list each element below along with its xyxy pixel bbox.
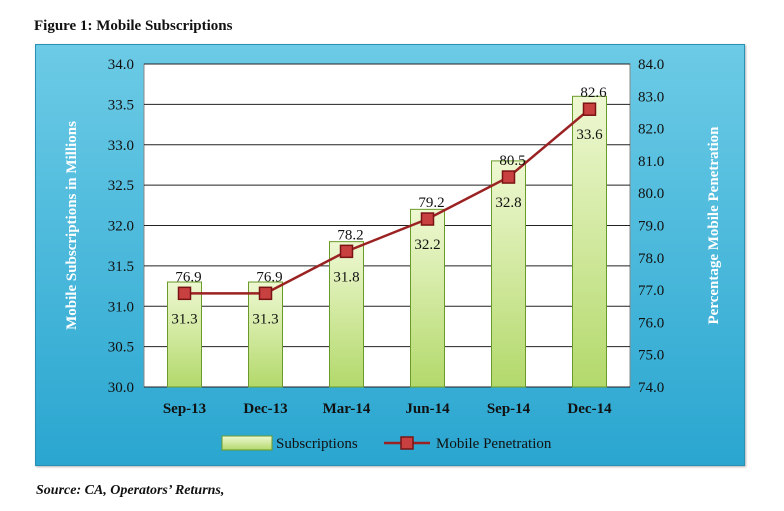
y-tick-label: 31.0 bbox=[108, 299, 134, 315]
marker-mobile-penetration bbox=[177, 286, 192, 301]
figure-title: Figure 1: Mobile Subscriptions bbox=[34, 18, 233, 34]
y2-tick-label: 82.0 bbox=[638, 122, 664, 138]
y2-tick-label: 77.0 bbox=[638, 283, 664, 299]
x-tick-label: Mar-14 bbox=[323, 401, 371, 417]
data-label-subscriptions: 31.3 bbox=[252, 311, 278, 327]
x-tick-label: Jun-14 bbox=[405, 401, 450, 417]
data-label-subscriptions: 33.6 bbox=[576, 127, 603, 143]
data-label-penetration: 78.2 bbox=[337, 227, 363, 243]
source-note: Source: CA, Operators’ Returns, bbox=[36, 483, 225, 498]
y2-tick-label: 74.0 bbox=[638, 380, 664, 396]
marker-mobile-penetration bbox=[339, 244, 354, 259]
data-label-penetration: 79.2 bbox=[418, 195, 444, 211]
data-label-subscriptions: 31.8 bbox=[333, 269, 359, 285]
y-tick-label: 33.0 bbox=[108, 138, 134, 154]
y2-tick-label: 79.0 bbox=[638, 219, 664, 235]
x-tick-label: Dec-13 bbox=[243, 401, 287, 417]
legend-marker-penetration bbox=[400, 436, 414, 450]
y2-tick-label: 80.0 bbox=[638, 186, 664, 202]
y2-tick-label: 76.0 bbox=[638, 315, 664, 331]
y2-tick-label: 84.0 bbox=[638, 57, 664, 73]
y2-tick-label: 83.0 bbox=[638, 89, 664, 105]
x-tick-label: Sep-13 bbox=[163, 401, 206, 417]
marker-mobile-penetration bbox=[501, 170, 516, 184]
data-label-subscriptions: 31.3 bbox=[171, 311, 197, 327]
data-label-penetration: 80.5 bbox=[499, 153, 525, 169]
y-tick-label: 30.0 bbox=[108, 380, 134, 396]
y-tick-label: 32.5 bbox=[108, 178, 134, 194]
marker-mobile-penetration bbox=[582, 102, 597, 116]
bar-subscriptions bbox=[491, 160, 526, 388]
y-tick-label: 32.0 bbox=[108, 219, 134, 235]
y-tick-label: 34.0 bbox=[108, 57, 134, 73]
y-tick-label: 31.5 bbox=[108, 259, 134, 275]
x-tick-label: Sep-14 bbox=[487, 401, 531, 417]
x-tick-label: Dec-14 bbox=[567, 401, 612, 417]
bar-subscriptions bbox=[329, 241, 364, 388]
y-tick-label: 33.5 bbox=[108, 97, 134, 113]
bar-subscriptions bbox=[572, 95, 607, 388]
y2-axis-title: Percentage Mobile Penetration bbox=[706, 126, 722, 325]
y2-tick-label: 81.0 bbox=[638, 154, 664, 170]
bar-subscriptions bbox=[410, 208, 445, 388]
data-label-subscriptions: 32.2 bbox=[414, 237, 440, 253]
chart: 30.0 30.5 31.0 31.5 32.0 32.5 33.0 33.5 34.0 74.0… bbox=[64, 57, 722, 452]
data-label-penetration: 76.9 bbox=[256, 269, 282, 285]
y2-tick-label: 78.0 bbox=[638, 251, 664, 267]
chart-panel: 30.0 30.5 31.0 31.5 32.0 32.5 33.0 33.5 34.0 74.0… bbox=[35, 44, 745, 466]
y-axis-title: Mobile Subscriptions in Millions bbox=[64, 121, 80, 330]
marker-mobile-penetration bbox=[258, 286, 273, 301]
line-mobile-penetration bbox=[184, 108, 591, 295]
legend-label-subscriptions: Subscriptions bbox=[276, 436, 358, 452]
y2-tick-label: 75.0 bbox=[638, 348, 664, 364]
legend-label-penetration: Mobile Penetration bbox=[436, 436, 552, 452]
data-label-penetration: 82.6 bbox=[580, 85, 607, 101]
data-label-subscriptions: 32.8 bbox=[495, 195, 521, 211]
y-tick-label: 30.5 bbox=[108, 340, 134, 356]
marker-mobile-penetration bbox=[420, 212, 435, 226]
data-label-penetration: 76.9 bbox=[175, 269, 201, 285]
legend-swatch-subscriptions bbox=[221, 435, 273, 451]
